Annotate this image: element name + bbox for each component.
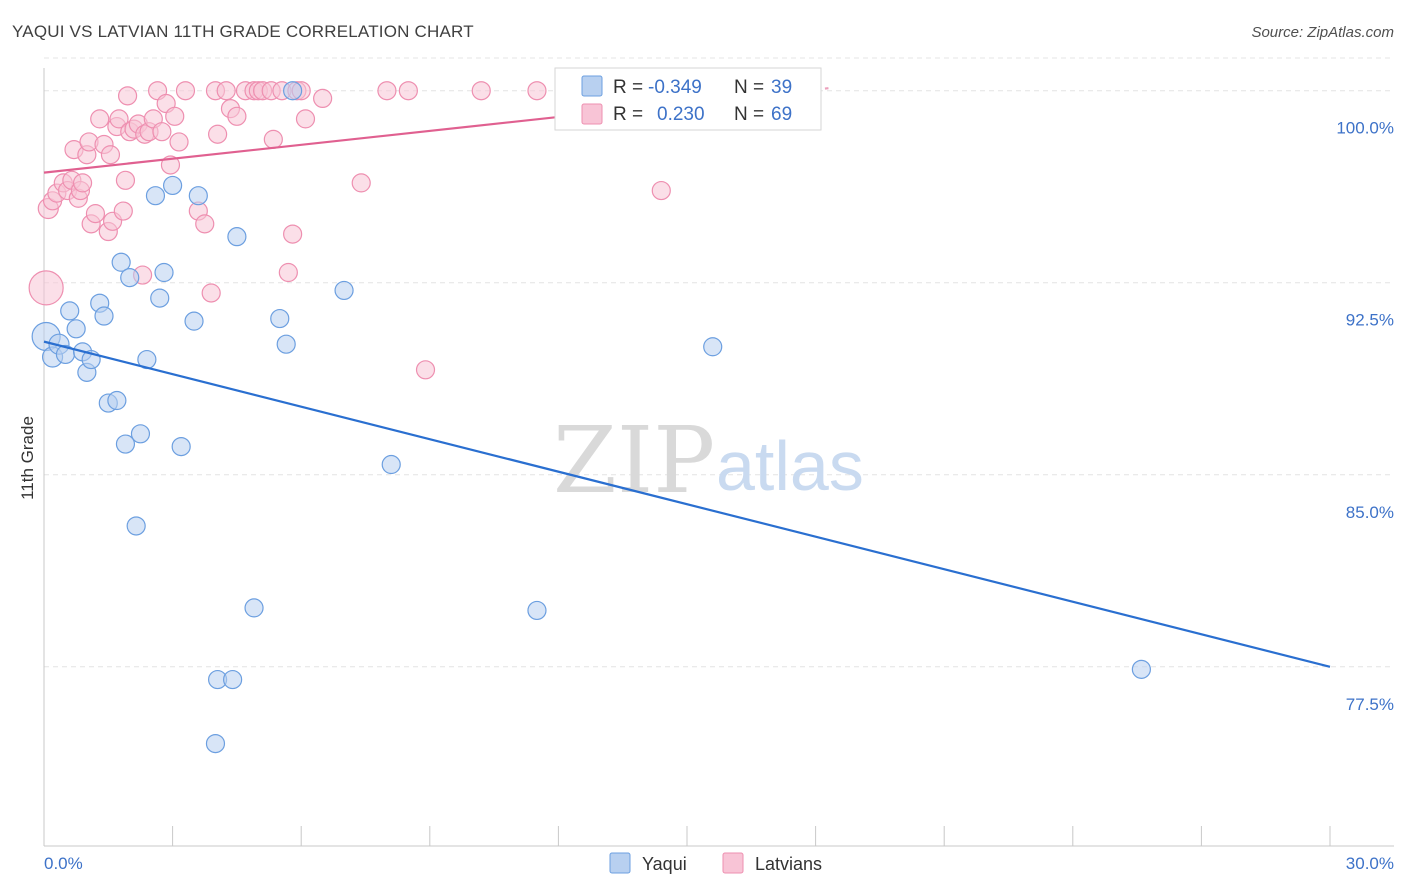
yaqui-point [126,516,146,536]
chart-title: YAQUI VS LATVIAN 11TH GRADE CORRELATION … [12,22,474,41]
yaqui-point [244,598,264,618]
latvians-point [651,180,671,201]
latvians-point [208,124,228,144]
trend-layer [43,87,1331,668]
yaqui-point [334,280,354,301]
yaqui-point [527,600,547,621]
latvians-point [471,81,491,101]
legend-swatch-yaqui [581,75,603,97]
yaqui-trend-line [43,340,1331,668]
series-legend-yaqui: Yaqui [642,854,687,874]
yaqui-point [184,311,204,331]
latvians-point [283,224,303,244]
legend-r-yaqui: -0.349 [648,77,702,98]
latvians-point [527,81,547,101]
source-label: Source: ZipAtlas.com [1251,24,1394,41]
series-legend-swatch-yaqui [609,852,631,874]
legend-r-latvians: 0.230 [657,104,705,125]
yaqui-point [107,390,127,411]
yaqui-point [120,268,140,288]
latvians-point [227,106,247,126]
legend-swatch-latvians [581,103,603,125]
legend-n-label: N = [734,104,764,125]
yaqui-point [283,81,303,101]
watermark: ZIP atlas [553,407,864,514]
y-tick-label: 92.5% [1346,311,1394,330]
yaqui-point [223,669,243,690]
latvians-point [313,88,333,109]
series-legend: Yaqui Latvians [609,852,822,874]
latvians-point [216,81,236,101]
yaqui-point [66,319,86,339]
x-tick-label: 30.0% [1346,854,1394,873]
latvians-point [415,360,436,380]
yaqui-point [145,186,166,206]
stats-legend: R = -0.349 N = 39 R = 0.230 N = 69 [554,67,822,131]
yaqui-point [154,262,174,283]
latvians-point [263,129,283,149]
yaqui-point [703,337,723,357]
yaqui-point [270,308,290,329]
legend-r-label: R = [613,104,643,125]
grid-layer [44,57,1394,668]
y-tick-label: 77.5% [1346,695,1394,714]
legend-r-label: R = [613,77,643,98]
y-axis-title: 11th Grade [18,416,37,500]
latvians-point [115,170,136,190]
yaqui-point [205,733,226,754]
latvians-point [117,86,138,106]
legend-n-yaqui: 39 [771,77,792,98]
latvians-point [109,109,129,129]
latvians-point [100,145,121,165]
yaqui-point [163,175,183,196]
latvians-point [165,106,185,126]
y-tick-label: 85.0% [1346,503,1394,522]
series-legend-swatch-latvians [722,852,744,874]
latvians-point [377,81,397,101]
tick-labels: 77.5% 85.0% 92.5% 100.0% 0.0% 30.0% [44,119,1394,873]
latvians-point [295,109,316,129]
latvians-point [278,262,298,283]
watermark-zip: ZIP [553,407,715,514]
latvians-point [72,173,93,193]
latvians-point [90,109,110,129]
yaqui-point [111,252,131,272]
yaqui-point [188,186,208,206]
yaqui-point [60,301,80,321]
yaqui-point [115,434,136,454]
yaqui-point [94,306,114,326]
latvians-point [85,204,106,224]
y-tick-label: 100.0% [1336,119,1394,138]
latvians-point [175,81,196,101]
yaqui-point [227,227,247,247]
series-legend-latvians: Latvians [755,854,822,874]
latvians-point [113,201,133,221]
watermark-atlas: atlas [716,427,864,505]
yaqui-point [276,334,296,354]
yaqui-point [130,424,151,444]
latvians-point [351,173,371,193]
latvians-point [169,132,189,152]
latvians-point [201,283,221,303]
yaqui-point [171,436,191,457]
yaqui-point [1131,659,1151,679]
latvians-point [152,122,172,142]
yaqui-point [150,288,170,308]
latvians-point [195,214,215,234]
latvians-point [28,270,64,306]
x-tick-label: 0.0% [44,854,83,873]
yaqui-point [381,454,401,475]
legend-n-label: N = [734,77,764,98]
latvians-point [398,81,418,101]
legend-n-latvians: 69 [771,104,792,125]
